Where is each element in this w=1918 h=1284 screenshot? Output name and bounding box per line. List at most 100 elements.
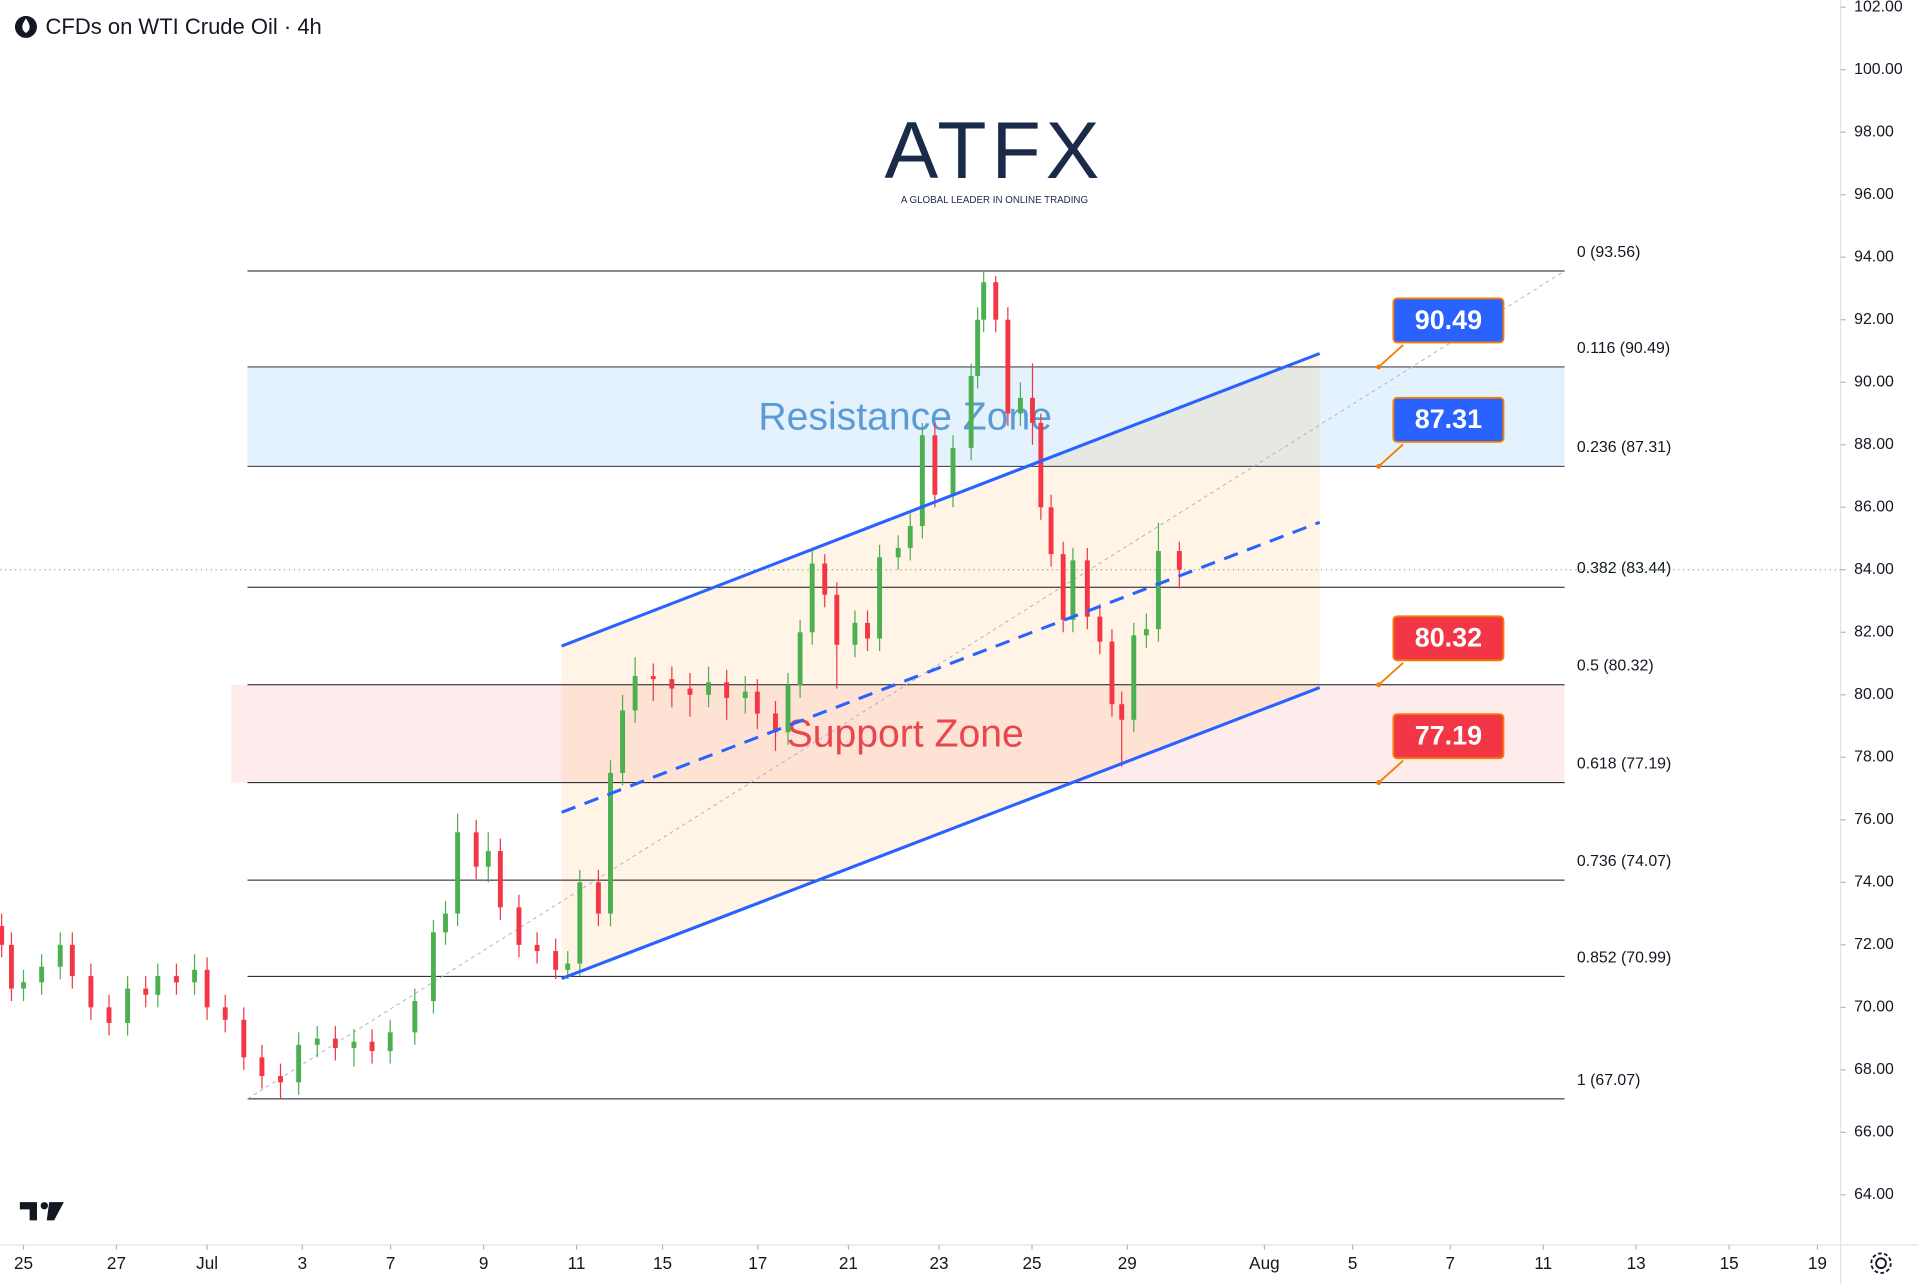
candle-body	[742, 691, 748, 698]
settings-icon[interactable]	[1870, 1252, 1892, 1274]
y-tick-label: 92.00	[1854, 311, 1894, 328]
fib-label: 0.382 (83.44)	[1577, 560, 1671, 577]
y-tick-label: 78.00	[1854, 749, 1894, 766]
candle-body	[797, 632, 803, 686]
candle-body	[1005, 319, 1011, 414]
candle-body	[1155, 551, 1161, 630]
candle-body	[669, 679, 675, 689]
x-tick-label: 7	[1446, 1254, 1456, 1273]
candle-body	[204, 969, 210, 1008]
candle-body	[932, 435, 938, 495]
candle-body	[155, 976, 161, 995]
candle-body	[608, 772, 613, 914]
y-tick-label: 88.00	[1854, 436, 1894, 453]
chart-title: CFDs on WTI Crude Oil · 4h	[46, 14, 322, 39]
price-tag-label: 77.19	[1415, 720, 1482, 750]
price-tag-anchor	[1376, 463, 1382, 469]
candle-body	[516, 907, 522, 945]
candle-body	[754, 691, 760, 714]
candle-body	[834, 594, 840, 645]
candle-body	[69, 944, 75, 977]
y-tick-label: 98.00	[1854, 123, 1894, 140]
x-tick-label: 21	[839, 1254, 858, 1273]
candle-body	[143, 988, 149, 995]
candle-body	[919, 435, 925, 527]
candle-body	[595, 882, 601, 914]
x-tick-label: 3	[298, 1254, 308, 1273]
logo-name: ATFX	[885, 106, 1105, 196]
candle-body	[0, 926, 5, 945]
candle-body	[809, 563, 815, 633]
y-tick-label: 90.00	[1854, 373, 1894, 390]
candle-body	[1084, 560, 1090, 617]
y-tick-label: 84.00	[1854, 561, 1894, 578]
x-tick-label: 19	[1808, 1254, 1827, 1273]
x-tick-label: 13	[1627, 1254, 1646, 1273]
candle-body	[88, 976, 94, 1008]
channel-middle	[561, 520, 1321, 814]
channel-upper	[561, 352, 1321, 648]
price-tag-pointer	[1378, 759, 1404, 784]
x-tick-label: 23	[930, 1254, 949, 1273]
candle-body	[1048, 507, 1054, 555]
candle-body	[1097, 616, 1103, 642]
candle-body	[785, 685, 791, 733]
candle-body	[125, 988, 131, 1023]
x-tick-label: Aug	[1249, 1254, 1279, 1273]
candle-body	[278, 1076, 283, 1083]
x-tick-label: 15	[1720, 1254, 1739, 1273]
y-tick-label: 64.00	[1854, 1186, 1894, 1203]
candle-body	[724, 682, 730, 698]
fib-label: 0.618 (77.19)	[1577, 755, 1671, 772]
fib-label: 1 (67.07)	[1577, 1072, 1641, 1089]
candle-body	[975, 319, 981, 376]
candle-body	[577, 882, 583, 964]
channel-lower	[561, 686, 1321, 981]
x-tick-label: 27	[107, 1254, 126, 1273]
candle-body	[314, 1038, 320, 1045]
candle-body	[1038, 422, 1044, 508]
candle-body	[173, 976, 179, 983]
candle-body	[1060, 554, 1066, 620]
candle-body	[553, 951, 559, 970]
y-tick-label: 100.00	[1854, 61, 1903, 78]
candle-body	[369, 1041, 375, 1052]
candle-body	[650, 676, 656, 680]
candle-body	[968, 375, 974, 448]
price-tag-anchor	[1376, 364, 1382, 370]
x-tick-label: 11	[1534, 1254, 1552, 1273]
price-tag-anchor	[1376, 682, 1382, 688]
price-tag-label: 80.32	[1415, 623, 1482, 653]
candle-body	[1131, 635, 1137, 720]
zone	[231, 684, 1565, 783]
candle-body	[706, 682, 712, 695]
candle-body	[497, 851, 503, 908]
candle-body	[222, 1007, 228, 1020]
candle-body	[1176, 551, 1182, 570]
y-tick-label: 68.00	[1854, 1061, 1894, 1078]
candle-body	[1030, 397, 1035, 423]
price-tag-box	[1392, 396, 1505, 443]
candle-body	[950, 447, 956, 495]
price-tag-label: 87.31	[1415, 404, 1482, 434]
candle-body	[565, 963, 571, 970]
fib-label: 0 (93.56)	[1577, 244, 1641, 261]
candle-body	[241, 1019, 247, 1058]
x-tick-label: 17	[748, 1254, 767, 1273]
y-tick-label: 74.00	[1854, 874, 1894, 891]
candle-body	[21, 982, 26, 989]
candle-body	[1119, 704, 1125, 720]
price-tag-box	[1392, 615, 1505, 662]
candle-body	[192, 969, 197, 983]
x-tick-label: 9	[479, 1254, 489, 1273]
candle-body	[822, 563, 828, 595]
candle-body	[687, 688, 693, 695]
price-tag-anchor	[1376, 780, 1382, 786]
x-tick-label: 29	[1118, 1254, 1137, 1273]
candle-body	[1017, 397, 1023, 414]
y-tick-label: 94.00	[1854, 248, 1894, 265]
candle-body	[632, 676, 638, 711]
